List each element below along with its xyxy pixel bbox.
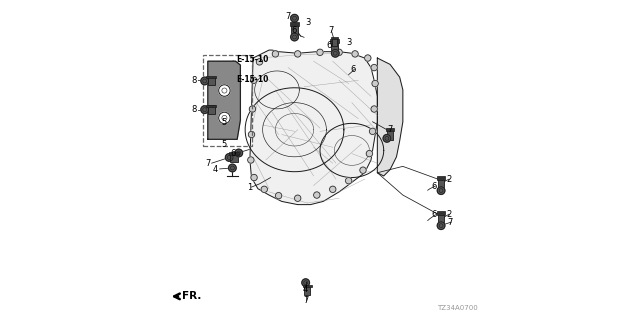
FancyBboxPatch shape [331,37,338,39]
Circle shape [294,195,301,201]
Text: 7: 7 [447,218,452,227]
Circle shape [302,279,310,286]
Polygon shape [250,50,378,204]
Circle shape [291,33,298,41]
Circle shape [256,59,262,65]
Text: 7: 7 [303,296,308,305]
Text: 6: 6 [292,27,297,36]
Circle shape [294,51,301,57]
Circle shape [330,186,336,193]
Text: 3: 3 [305,18,310,27]
Circle shape [248,157,254,163]
Circle shape [369,128,376,134]
Circle shape [383,134,391,142]
Text: 1: 1 [246,183,252,192]
Text: 3: 3 [346,38,351,47]
Text: 2: 2 [447,175,452,184]
Polygon shape [378,58,403,176]
Bar [203,55,252,146]
FancyBboxPatch shape [303,285,312,287]
Circle shape [366,150,372,157]
Circle shape [275,193,282,199]
Text: E-15-10: E-15-10 [237,55,269,64]
Text: 6: 6 [326,41,332,51]
FancyBboxPatch shape [387,129,393,140]
Circle shape [249,106,255,112]
Text: 7: 7 [387,125,393,134]
Circle shape [228,164,236,172]
FancyBboxPatch shape [438,178,444,192]
Circle shape [219,85,230,96]
Circle shape [250,77,257,84]
Circle shape [291,14,298,22]
Circle shape [371,106,378,112]
Circle shape [437,187,445,195]
FancyBboxPatch shape [206,76,216,78]
Circle shape [317,49,323,55]
Text: 4: 4 [303,284,308,293]
Circle shape [201,106,209,114]
Circle shape [248,131,255,138]
Circle shape [235,149,243,157]
FancyBboxPatch shape [290,22,299,26]
FancyBboxPatch shape [330,39,339,43]
Circle shape [360,167,366,173]
FancyBboxPatch shape [230,153,238,162]
Text: 6: 6 [350,65,355,74]
Circle shape [272,51,278,57]
Text: 6: 6 [431,210,436,219]
Text: 8: 8 [191,76,197,85]
FancyBboxPatch shape [438,213,444,227]
Circle shape [352,51,358,57]
FancyBboxPatch shape [206,105,216,107]
Circle shape [346,178,352,184]
FancyBboxPatch shape [228,152,239,155]
Text: FR.: FR. [182,292,202,301]
FancyBboxPatch shape [291,24,298,38]
Text: 2: 2 [447,210,452,219]
Circle shape [261,186,268,193]
FancyBboxPatch shape [436,176,445,180]
Text: 5: 5 [222,118,227,127]
Text: 5: 5 [222,140,227,149]
Circle shape [372,80,378,87]
Circle shape [371,64,378,71]
Text: 6: 6 [230,149,236,158]
Circle shape [314,192,320,198]
Circle shape [336,49,342,55]
Text: E-15-10: E-15-10 [237,75,269,84]
Circle shape [219,112,230,124]
FancyBboxPatch shape [386,128,394,131]
Text: 7: 7 [285,12,290,21]
Circle shape [201,77,209,85]
FancyBboxPatch shape [304,286,310,295]
FancyBboxPatch shape [207,77,214,85]
FancyBboxPatch shape [331,41,338,54]
Circle shape [225,154,233,161]
Text: 6: 6 [431,182,436,191]
Text: 4: 4 [212,165,218,174]
Circle shape [437,222,445,229]
FancyBboxPatch shape [207,105,214,114]
Text: TZ34A0700: TZ34A0700 [437,305,477,311]
FancyBboxPatch shape [332,38,337,46]
Circle shape [365,55,371,61]
Circle shape [332,50,339,57]
Text: 7: 7 [328,27,334,36]
FancyBboxPatch shape [436,212,445,215]
Circle shape [251,174,257,181]
Text: 8: 8 [191,105,197,114]
Text: 7: 7 [205,159,211,168]
Polygon shape [208,61,241,139]
